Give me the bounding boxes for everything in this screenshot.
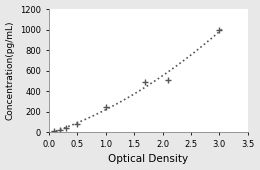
Y-axis label: Concentration(pg/mL): Concentration(pg/mL) xyxy=(5,21,15,120)
X-axis label: Optical Density: Optical Density xyxy=(108,154,188,164)
